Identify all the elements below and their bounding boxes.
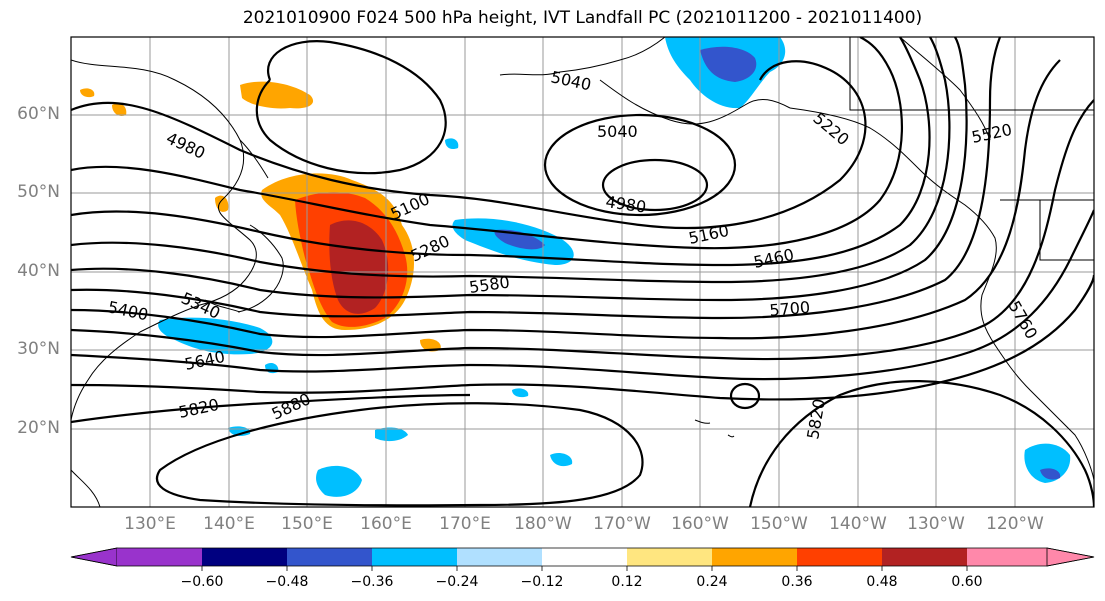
colorbar-tick-label: −0.60 xyxy=(180,574,224,590)
lon-label: 180°W xyxy=(514,514,572,534)
lon-label: 170°E xyxy=(439,514,491,534)
map-title: 2021010900 F024 500 hPa height, IVT Land… xyxy=(242,8,923,28)
colorbar-segment xyxy=(627,548,712,566)
lon-label: 150°E xyxy=(281,514,333,534)
colorbar-segment xyxy=(287,548,372,566)
colorbar-tick-label: 0.60 xyxy=(951,574,983,590)
ivt-positive-shading xyxy=(80,81,441,352)
graticule xyxy=(71,37,1094,507)
lon-label: 140°W xyxy=(829,514,887,534)
lon-label: 170°W xyxy=(593,514,651,534)
colorbar-tick-label: 0.48 xyxy=(866,574,898,590)
colorbar-tick-label: −0.12 xyxy=(520,574,564,590)
lon-label: 160°W xyxy=(671,514,729,534)
colorbar-segment xyxy=(457,548,542,566)
lon-label: 150°W xyxy=(750,514,808,534)
colorbar xyxy=(70,547,1095,571)
colorbar-tick-label: 0.12 xyxy=(611,574,643,590)
coastlines xyxy=(71,37,1094,507)
height-contours xyxy=(71,37,1094,507)
colorbar-segment xyxy=(882,548,967,566)
colorbar-segment xyxy=(797,548,882,566)
colorbar-segment xyxy=(542,548,627,566)
colorbar-segment xyxy=(70,547,118,567)
lat-label: 20°N xyxy=(17,418,60,438)
colorbar-tick-label: −0.24 xyxy=(435,574,479,590)
colorbar-tick-label: −0.48 xyxy=(265,574,309,590)
colorbar-tick-label: 0.24 xyxy=(696,574,728,590)
lat-label: 30°N xyxy=(17,339,60,359)
colorbar-segment xyxy=(967,548,1047,566)
lon-label: 130°E xyxy=(124,514,176,534)
colorbar-segment xyxy=(117,548,202,566)
lon-label: 160°E xyxy=(360,514,412,534)
lat-label: 60°N xyxy=(17,104,60,124)
colorbar-tick-label: 0.36 xyxy=(781,574,813,590)
lon-label: 140°E xyxy=(203,514,255,534)
contour-label: 5040 xyxy=(597,122,638,141)
plot-frame xyxy=(70,36,1095,508)
lat-label: 50°N xyxy=(17,182,60,202)
colorbar-segment xyxy=(712,548,797,566)
contour-label: 5700 xyxy=(769,298,811,320)
colorbar-segment xyxy=(1046,547,1095,567)
colorbar-ticks xyxy=(201,566,968,571)
lon-label: 120°W xyxy=(986,514,1044,534)
colorbar-segment xyxy=(202,548,287,566)
lat-label: 40°N xyxy=(17,261,60,281)
lon-label: 130°W xyxy=(907,514,965,534)
colorbar-tick-label: −0.36 xyxy=(350,574,394,590)
colorbar-segment xyxy=(372,548,457,566)
